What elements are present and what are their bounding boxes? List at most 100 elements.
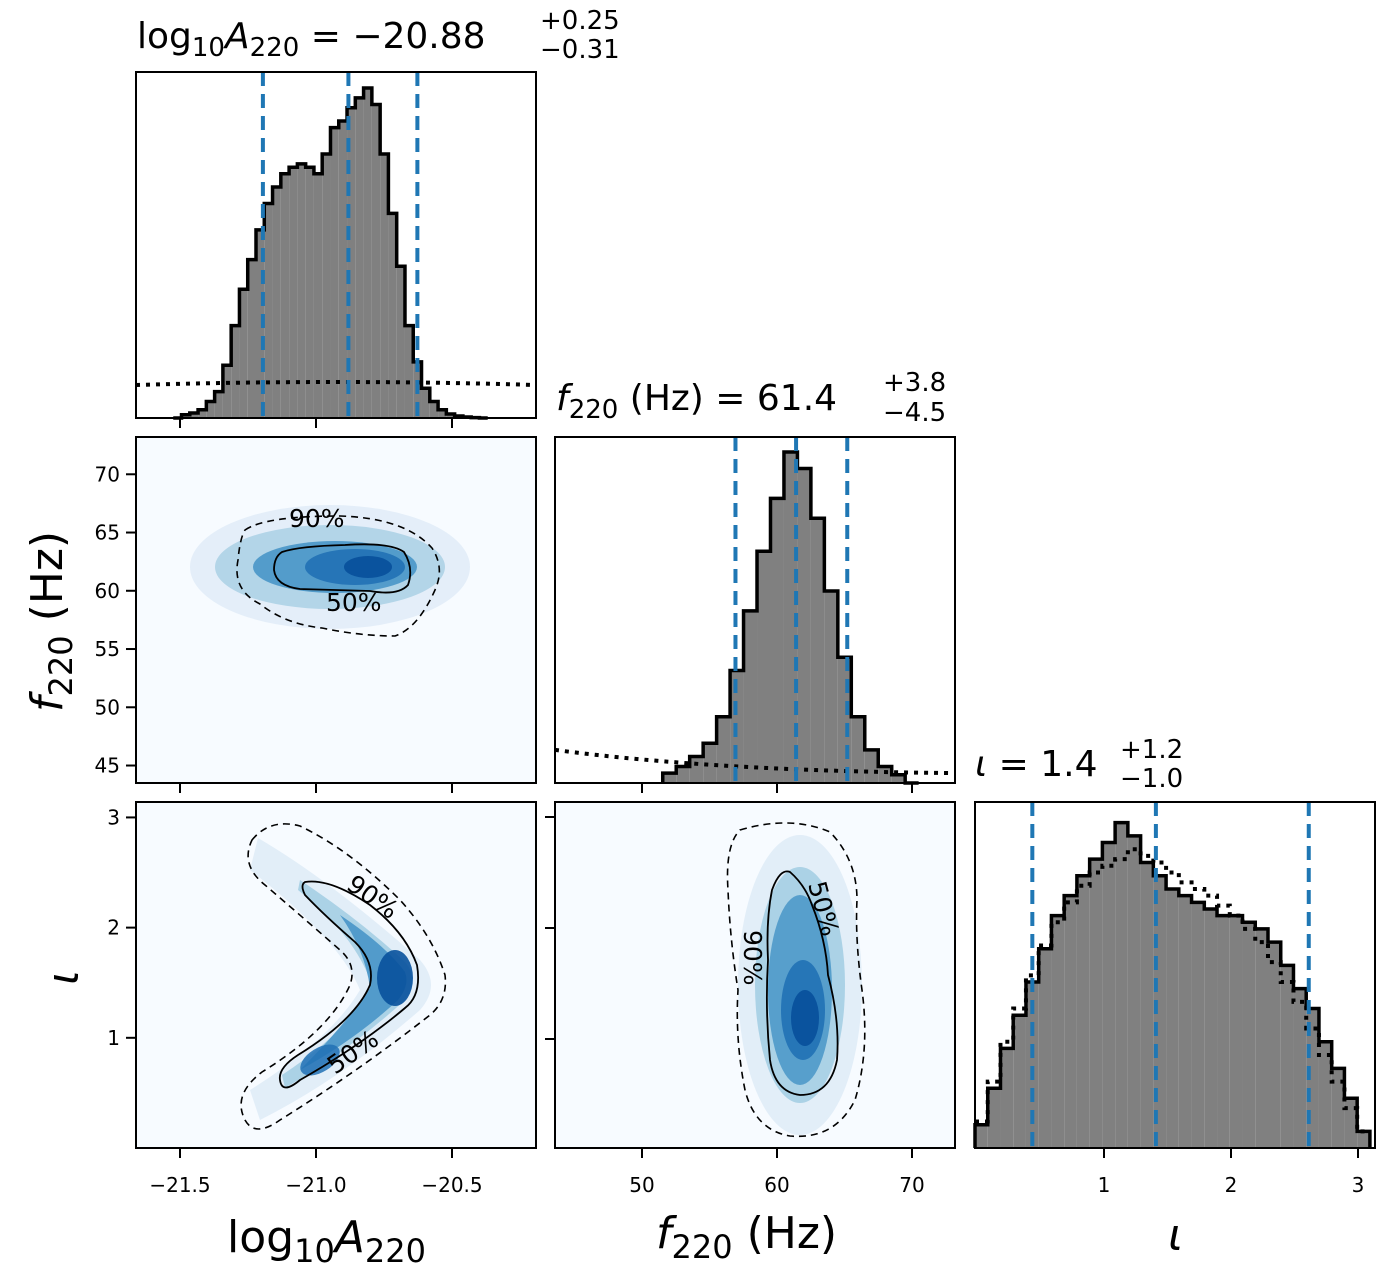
ticks-hist-f220	[641, 783, 913, 793]
title-iota-minus: −1.0	[1120, 764, 1183, 794]
hist-bar	[446, 414, 455, 418]
hist-bar	[1051, 915, 1065, 1148]
tick-logA-x-2: −21.0	[285, 1173, 346, 1197]
hist-bar	[231, 325, 240, 418]
hist-bar	[355, 97, 364, 419]
hist-outline	[173, 86, 488, 420]
contour-label-90-f220-iota: 90%	[738, 930, 767, 986]
hist-bar	[214, 391, 223, 418]
hist-bar	[1204, 908, 1218, 1148]
hist-bar	[280, 173, 290, 418]
title-logA-plus: +0.25	[540, 6, 620, 36]
hist-bar	[1064, 895, 1077, 1148]
frame-2d-logA-f220	[135, 436, 537, 784]
title-logA: log10A220 = −20.88	[137, 16, 486, 63]
hist-bar	[975, 1124, 988, 1148]
hist-bar	[247, 259, 256, 418]
xlabel-f220: f220 (Hz)	[656, 1208, 837, 1266]
contour-label-90-logA-f220: 90%	[289, 504, 345, 533]
hist-bar	[1191, 902, 1205, 1148]
hist-iota-bars	[973, 802, 1372, 1148]
hist-bar	[1013, 1015, 1026, 1148]
hist-bar	[189, 413, 199, 418]
hist-bar	[1242, 922, 1256, 1148]
prior-dotted-line	[135, 380, 537, 387]
heatmap-logA-iota	[250, 838, 431, 1120]
ytick-label: 2	[107, 916, 120, 940]
hist-bar	[421, 388, 430, 418]
contour-50-logA-iota	[278, 880, 420, 1089]
hist-bar	[239, 289, 248, 418]
tick-iota-x-2: 2	[1225, 1173, 1238, 1197]
hist-bar	[662, 773, 677, 783]
hist-bar	[429, 401, 439, 418]
hist-logA-bars	[135, 72, 537, 420]
hist-bar	[1115, 822, 1128, 1148]
hist-bar	[1280, 965, 1294, 1148]
hist-bar	[404, 325, 414, 418]
title-logA-minus: −0.31	[540, 35, 620, 65]
hist-bar	[1076, 875, 1090, 1148]
xticks-2d-logA-iota	[179, 1148, 453, 1158]
hist-bar	[256, 229, 265, 418]
hist-bar	[837, 657, 852, 783]
tick-f220-x-1: 50	[629, 1173, 654, 1197]
hist-bar	[743, 610, 758, 783]
hist-bar	[797, 468, 811, 783]
frame-2d-logA-iota	[135, 801, 537, 1149]
hist-bar	[222, 365, 232, 418]
tick-f220-x-2: 60	[764, 1173, 789, 1197]
xlabel-iota: ι	[1168, 1210, 1183, 1261]
ylabel-f220: f220 (Hz)	[22, 531, 80, 712]
hist-f220-bars	[554, 437, 956, 785]
hist-bar	[824, 591, 838, 783]
hist-bar	[1331, 1068, 1345, 1148]
hist-bar	[322, 154, 331, 418]
ticks-hist-iota	[1103, 1148, 1359, 1158]
hist-bar	[371, 104, 381, 418]
hist-bar	[676, 766, 690, 783]
hist-bar	[1318, 1041, 1332, 1148]
prior-dotted-line	[975, 847, 1370, 1134]
panel-hist-f220: f220 (Hz) = 61.4 +3.8 −4.5	[554, 368, 956, 793]
hist-bar	[438, 409, 447, 418]
hist-bar	[987, 1088, 1001, 1148]
tick-iota-x-3: 3	[1352, 1173, 1365, 1197]
hist-bar	[1255, 928, 1268, 1148]
hist-bar	[1267, 942, 1281, 1148]
contour-90-f220-iota	[726, 822, 866, 1138]
hist-bar	[1217, 915, 1230, 1148]
hist-bar	[380, 154, 389, 418]
hist-bar	[878, 766, 892, 783]
heatmap-bg-logA-iota	[136, 802, 536, 1148]
hist-bar	[396, 266, 405, 418]
xlabel-logA: log10A220	[227, 1212, 426, 1270]
frame-hist-f220	[554, 436, 956, 784]
ytick-label: 1	[107, 1026, 120, 1050]
hist-bar	[1166, 889, 1179, 1148]
hist-bar	[1102, 842, 1116, 1148]
hist-bar	[1293, 988, 1307, 1148]
contour-90-logA-iota	[240, 823, 447, 1130]
hist-bar	[757, 551, 771, 783]
hist-bar	[313, 173, 323, 418]
hist-bar	[1344, 1098, 1358, 1148]
hist-bar	[363, 88, 372, 418]
hist-bar	[388, 213, 397, 418]
hist-bar	[1089, 859, 1103, 1148]
hist-bar	[1357, 1131, 1370, 1148]
hist-bar	[1229, 915, 1243, 1148]
title-f220-plus: +3.8	[883, 368, 946, 398]
hist-bar	[338, 121, 348, 418]
hist-bar	[770, 498, 784, 783]
title-f220: f220 (Hz) = 61.4	[556, 378, 837, 425]
contour-50-f220-iota	[765, 870, 839, 1096]
title-iota: ι = 1.4	[975, 744, 1098, 785]
hist-bar	[1025, 982, 1039, 1148]
xticks-2d-f220-iota	[641, 1148, 913, 1158]
hist-bar	[347, 107, 356, 419]
hist-bar	[864, 749, 879, 783]
title-iota-plus: +1.2	[1120, 735, 1183, 765]
hist-bar	[289, 167, 298, 418]
